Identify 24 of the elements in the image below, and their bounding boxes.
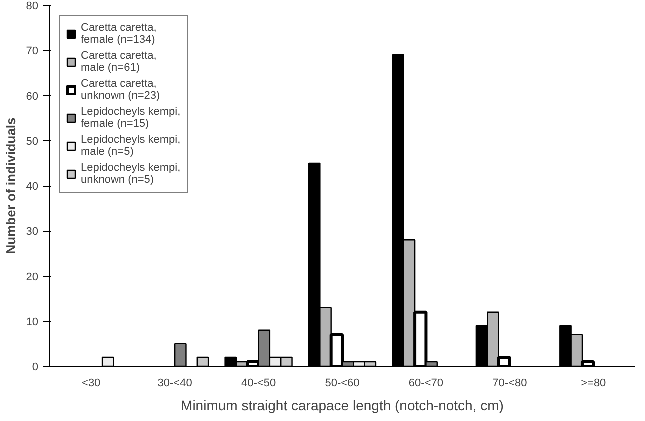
legend-label: Lepidocheyls kempi, female (n=15) <box>81 106 181 130</box>
y-tick-label: 20 <box>26 271 39 284</box>
legend-label: Caretta caretta, unknown (n=23) <box>81 78 160 102</box>
x-axis-title: Minimum straight carapace length (notch-notch, cm) <box>181 398 504 414</box>
legend-label: Lepidocheyls kempi, male (n=5) <box>81 134 181 158</box>
y-tick-label: 0 <box>32 362 39 374</box>
y-tick-label: 40 <box>26 181 39 193</box>
legend-label: Lepidocheyls kempi, unknown (n=5) <box>81 162 181 186</box>
y-axis-title: Number of individuals <box>3 118 18 254</box>
x-tick-label: 60-<70 <box>408 378 444 390</box>
legend-label: Caretta caretta, male (n=61) <box>81 50 157 74</box>
y-tick-label: 80 <box>26 0 39 12</box>
x-tick-label: 40-<50 <box>242 378 276 390</box>
y-tick-label: 50 <box>26 136 39 148</box>
y-tick-label: 60 <box>26 90 39 103</box>
x-tick-label: >=80 <box>581 378 606 390</box>
y-tick-label: 30 <box>26 226 39 238</box>
y-tick-label: 10 <box>26 316 39 328</box>
y-tick-label: 70 <box>26 46 39 58</box>
x-tick-label: <30 <box>82 378 101 390</box>
legend-label: Caretta caretta, female (n=134) <box>81 22 157 46</box>
x-tick-label: 30-<40 <box>158 378 192 390</box>
x-tick-label: 50-<60 <box>325 378 360 390</box>
x-tick-label: 70-<80 <box>492 378 528 390</box>
